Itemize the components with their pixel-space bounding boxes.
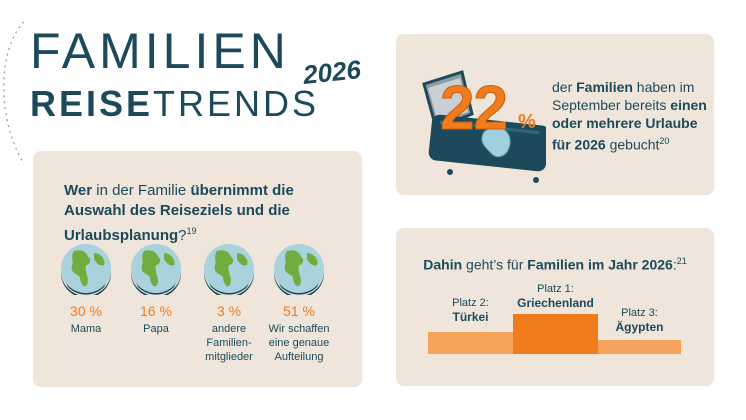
dest-title-part: : [672,256,677,273]
globe-icon [204,244,254,295]
booking-text-bold: Familien [576,79,633,95]
booking-card: 22 % der Familien haben im September ber… [396,34,714,195]
podium-country: Griechenland [517,296,594,310]
dest-title-part: geht’s für [462,256,528,273]
booking-text-part: haben im September bereits [552,79,695,113]
podium-place-3: Platz 3: Ägypten [598,306,681,334]
footnote-ref: 21 [676,256,687,266]
suitcase-icon [422,70,546,183]
subtitle-light: TRENDS [153,83,320,124]
podium-place-2: Platz 2: Türkei [428,296,513,324]
booking-text-part: gebucht [605,136,660,153]
podium-block-2 [428,332,513,354]
survey-item: 3 % andere Familien-mitglieder [194,243,264,364]
booking-percent-sign: % [518,111,536,133]
survey-item: 30 % Mama [51,243,121,336]
globe-icon [131,244,181,295]
podium-block-3 [598,340,681,354]
booking-number: 22 [440,74,509,143]
subtitle-bold: REISE [30,83,154,124]
podium-rank: Platz 2: [452,297,489,309]
destinations-title: Dahin geht’s für Familien im Jahr 2026:2… [396,256,714,273]
survey-item: 51 % Wir schaffen eine genaue Aufteilung [264,243,334,364]
dest-title-bold: Familien im Jahr 2026 [527,256,673,273]
podium-country: Ägypten [615,320,664,334]
question-text: in der Familie [92,182,191,199]
podium-rank: Platz 1: [537,283,574,295]
survey-label: andere Familien-mitglieder [205,323,253,363]
podium-country: Türkei [452,310,489,324]
podium-block-1 [513,314,598,354]
survey-question: Wer in der Familie übernimmt die Auswahl… [64,181,354,246]
survey-label: Papa [143,323,169,335]
survey-percent: 16 % [140,303,172,319]
page-subtitle: REISETRENDS [30,86,319,122]
footnote-ref: 20 [659,136,670,146]
survey-percent: 51 % [283,303,315,319]
destinations-card: Dahin geht’s für Familien im Jahr 2026:2… [396,228,714,386]
globe-icon [61,244,111,295]
booking-text: der Familien haben im September bereits … [552,78,710,154]
globe-icon [274,244,324,295]
booking-text-bold: einen oder mehrere Urlaube für 2026 [552,97,707,153]
question-bold: übernimmt die Auswahl des Reiseziels und… [64,182,294,244]
survey-label: Wir schaffen eine genaue Aufteilung [268,323,330,363]
survey-percent: 30 % [70,303,102,319]
survey-percent: 3 % [216,303,242,319]
question-word: Wer [64,182,93,199]
survey-item: 16 % Papa [121,243,191,336]
survey-label: Mama [70,323,102,335]
dotted-arc-decoration [3,21,25,165]
question-end: ? [178,227,187,244]
survey-card: Wer in der Familie übernimmt die Auswahl… [33,151,362,387]
booking-text-part: der [552,79,577,95]
podium-rank: Platz 3: [621,307,658,319]
podium-place-1: Platz 1: Griechenland [513,282,598,310]
dest-title-bold: Dahin [423,256,463,273]
footnote-ref: 19 [186,226,197,236]
page-title: FAMILIEN [30,23,290,79]
